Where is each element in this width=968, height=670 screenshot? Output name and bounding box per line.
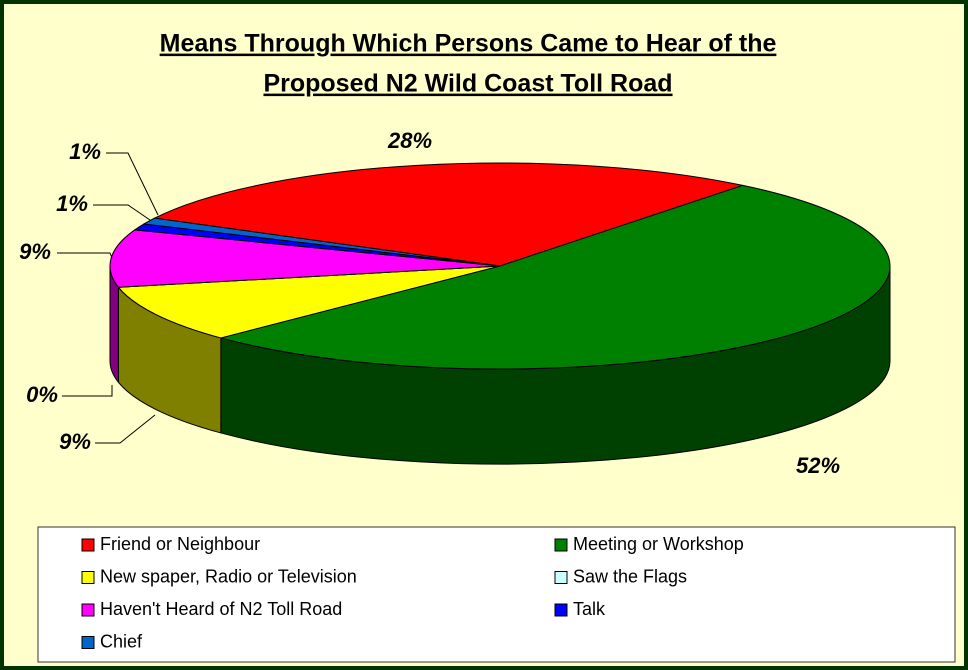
legend-swatch xyxy=(554,603,568,617)
chart-title: Means Through Which Persons Came to Hear… xyxy=(160,30,777,58)
pie-slice xyxy=(153,162,745,267)
legend-text: Meeting or Workshop xyxy=(573,534,744,554)
legend-box xyxy=(37,526,956,663)
leader-line xyxy=(57,252,113,259)
data-label: 28% xyxy=(387,128,432,153)
leader-line xyxy=(95,414,156,444)
data-label: 9% xyxy=(59,429,91,454)
data-label: 9% xyxy=(19,239,51,264)
legend-swatch xyxy=(81,538,95,552)
legend-swatch xyxy=(81,603,95,617)
pie-slice xyxy=(109,229,501,288)
data-label: 1% xyxy=(56,191,88,216)
legend-swatch xyxy=(81,571,95,584)
legend-text: New spaper, Radio or Television xyxy=(100,566,357,586)
leader-line xyxy=(62,385,113,397)
leader-line xyxy=(93,204,151,221)
pie-slice xyxy=(142,217,501,267)
data-label: 52% xyxy=(796,453,840,478)
legend-text: Saw the Flags xyxy=(573,566,687,586)
data-label: 1% xyxy=(69,139,101,164)
data-label: 0% xyxy=(26,382,58,407)
pie-slice xyxy=(218,184,891,370)
legend-swatch xyxy=(554,571,568,584)
leader-line xyxy=(106,152,159,216)
legend-text: Friend or Neighbour xyxy=(100,534,260,554)
chart-title: Proposed N2 Wild Coast Toll Road xyxy=(263,70,672,98)
legend-text: Talk xyxy=(573,599,606,619)
legend-swatch xyxy=(81,636,95,649)
legend-text: Chief xyxy=(100,631,143,651)
pie-slice xyxy=(117,265,501,339)
legend-swatch xyxy=(554,538,568,552)
legend-text: Haven't Heard of N2 Toll Road xyxy=(100,599,342,619)
